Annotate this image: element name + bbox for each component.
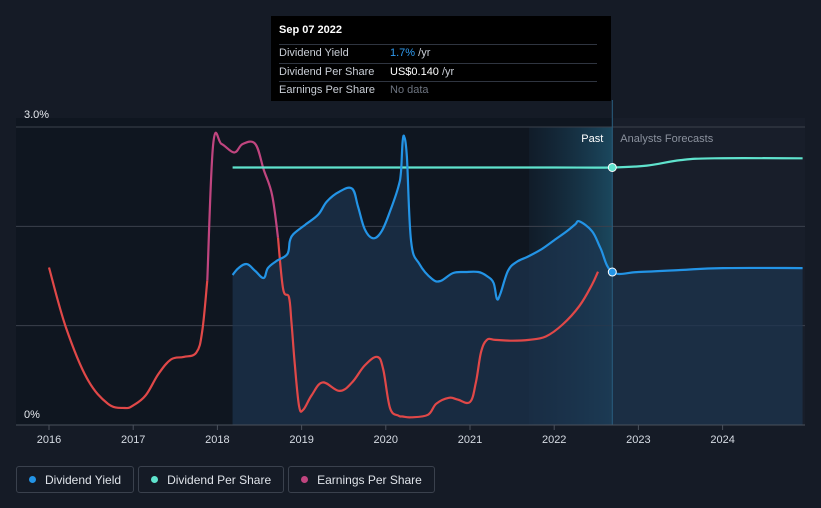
dividend-per-share-marker[interactable] bbox=[607, 162, 617, 172]
tooltip-date: Sep 07 2022 bbox=[279, 24, 342, 36]
tooltip-label: Dividend Yield bbox=[279, 47, 349, 59]
tooltip-row-dividend-yield: Dividend Yield 1.7% /yr bbox=[279, 44, 597, 63]
dividend-per-share-dot-icon bbox=[151, 476, 159, 483]
legend-item-earnings-per-share[interactable]: Earnings Per Share bbox=[288, 466, 435, 493]
dividend-yield-line bbox=[231, 134, 803, 301]
tooltip-value: US$0.140 /yr bbox=[390, 65, 455, 78]
tooltip-value: 1.7% /yr bbox=[390, 47, 431, 59]
tooltip-value: No data bbox=[390, 84, 429, 96]
dividend-yield-area bbox=[232, 135, 803, 425]
tooltip-row-earnings-per-share: Earnings Per Share No data bbox=[279, 81, 597, 100]
tooltip-label: Dividend Per Share bbox=[279, 65, 375, 78]
legend-item-dividend-yield[interactable]: Dividend Yield bbox=[16, 466, 135, 493]
x-tick-label: 2022 bbox=[542, 434, 566, 446]
dividend-per-share-line bbox=[232, 157, 803, 169]
legend-label: Dividend Yield bbox=[45, 472, 122, 487]
earnings-per-share-dot-icon bbox=[301, 476, 309, 483]
legend: Dividend Yield Dividend Per Share Earnin… bbox=[16, 466, 439, 493]
tooltip: Sep 07 2022 Dividend Yield 1.7% /yr Divi… bbox=[271, 16, 611, 101]
earnings-per-share-line-recent bbox=[276, 237, 599, 419]
dividend-yield-marker[interactable] bbox=[607, 267, 617, 277]
legend-item-dividend-per-share[interactable]: Dividend Per Share bbox=[138, 466, 285, 493]
earnings-per-share-line-late bbox=[206, 131, 280, 281]
x-tick-label: 2020 bbox=[374, 434, 398, 446]
legend-label: Earnings Per Share bbox=[317, 472, 422, 487]
tooltip-label: Earnings Per Share bbox=[279, 84, 375, 96]
x-axis-ticks: 2016 2017 2018 2019 2020 2021 2022 2023 2024 bbox=[37, 425, 735, 446]
x-tick-label: 2017 bbox=[121, 434, 145, 446]
x-tick-label: 2021 bbox=[458, 434, 482, 446]
x-tick-label: 2016 bbox=[37, 434, 61, 446]
tooltip-row-dividend-per-share: Dividend Per Share US$0.140 /yr bbox=[279, 62, 597, 82]
legend-label: Dividend Per Share bbox=[167, 472, 272, 487]
x-tick-label: 2018 bbox=[205, 434, 229, 446]
y-axis-label-top: 3.0% bbox=[24, 109, 49, 121]
dividend-yield-dot-icon bbox=[29, 476, 36, 483]
earnings-per-share-line-early bbox=[47, 267, 209, 410]
analysts-forecasts-label: Analysts Forecasts bbox=[620, 133, 713, 145]
past-label: Past bbox=[581, 133, 603, 145]
x-tick-label: 2024 bbox=[710, 434, 734, 446]
y-axis-label-bottom: 0% bbox=[24, 409, 40, 421]
x-tick-label: 2023 bbox=[626, 434, 650, 446]
x-tick-label: 2019 bbox=[289, 434, 313, 446]
